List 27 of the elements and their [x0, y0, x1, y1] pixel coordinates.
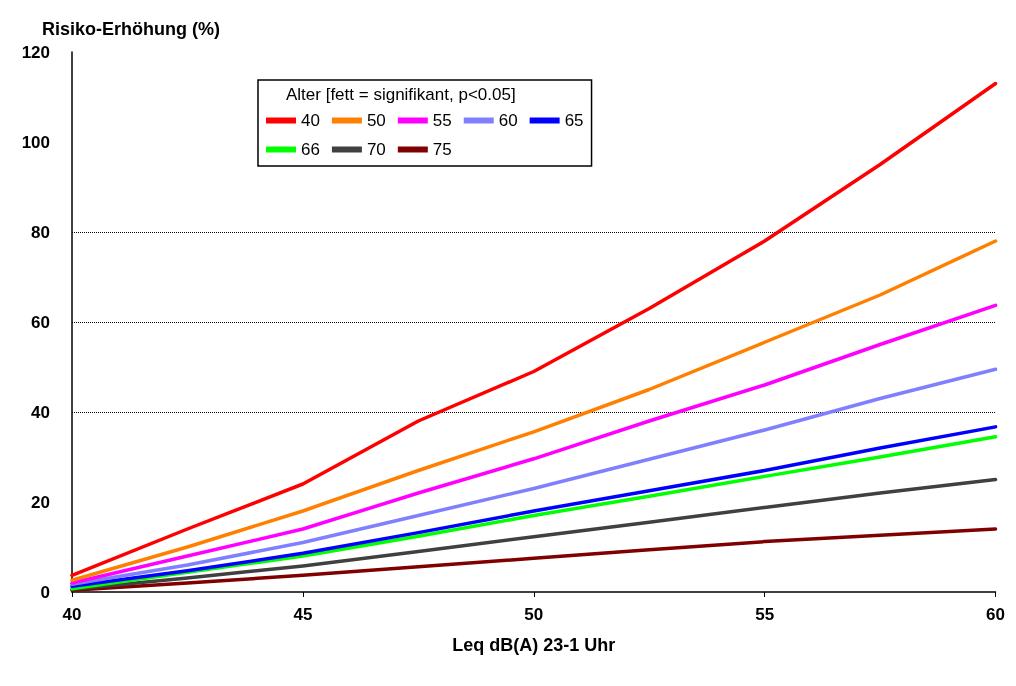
y-axis-title: Risiko-Erhöhung (%) [42, 19, 220, 39]
x-tick-label: 60 [986, 605, 1006, 624]
y-tick-label: 40 [31, 402, 50, 422]
legend-label: 50 [366, 111, 386, 130]
legend-label: 70 [366, 140, 386, 159]
legend-label: 66 [301, 140, 320, 159]
y-tick-label: 100 [21, 132, 50, 152]
line-series [70, 367, 998, 587]
legend-label: 65 [564, 111, 584, 130]
y-tick-label: 120 [21, 42, 50, 62]
line-series [70, 81, 998, 578]
y-tick-label: 80 [31, 222, 50, 242]
legend-title: Alter [fett = signifikant, p<0.05] [286, 85, 516, 104]
legend-label: 40 [301, 111, 320, 130]
legend-label: 75 [432, 140, 452, 159]
y-tick-label: 20 [31, 492, 50, 512]
line-series [70, 303, 998, 585]
y-tick-label: 60 [31, 312, 50, 332]
x-tick-label: 50 [524, 605, 544, 624]
legend-label: 55 [432, 111, 452, 130]
legend-label: 60 [498, 111, 518, 130]
x-axis-title: Leq dB(A) 23-1 Uhr [452, 635, 616, 655]
y-tick-label: 0 [40, 582, 50, 602]
x-tick-label: 40 [62, 605, 82, 624]
x-tick-label: 55 [755, 605, 775, 624]
x-tick-label: 45 [293, 605, 313, 624]
line-series [70, 239, 998, 583]
